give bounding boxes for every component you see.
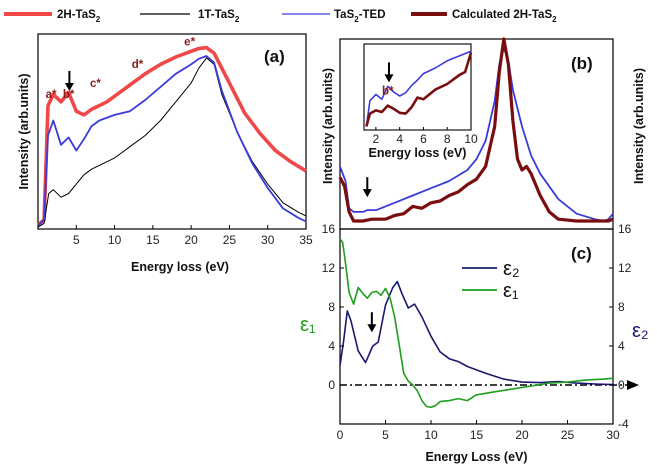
legend-label-calc-2h-tas2: Calculated 2H-TaS <box>452 9 552 21</box>
panel-b-inset-xtick-label-10: 10 <box>464 132 478 146</box>
svg-text:Calculated 2H-TaS2: Calculated 2H-TaS2 <box>452 9 557 24</box>
panel-a-xtick-label-5: 5 <box>73 233 80 247</box>
panel-c-xtick-label-5: 5 <box>382 428 389 442</box>
panel-a-xtick-label-25: 25 <box>223 233 237 247</box>
panel-c-xtick-label-10: 10 <box>424 428 438 442</box>
panel-c-legend-label-eps2: ε₂ <box>503 258 520 280</box>
panel-c-series-eps2 <box>339 280 614 386</box>
panel-c-ltick-label-12: 12 <box>322 261 336 275</box>
panel-a-annotation-b-star: b* <box>63 89 75 101</box>
panel-a-xtick-label-10: 10 <box>108 233 122 247</box>
legend-entry-tas2-ted: TaS2-TED <box>282 9 386 24</box>
panel-b-label: (b) <box>571 54 593 73</box>
panel-c-legend-label-eps1: ε₁ <box>503 280 519 302</box>
panel-b-inset-series-tas2-ted <box>365 50 472 127</box>
panel-c-rtick-label-8: 8 <box>618 300 625 314</box>
panel-c-label: (c) <box>571 244 592 263</box>
svg-text:TaS2-TED: TaS2-TED <box>334 9 386 24</box>
panel-a-annotation-c-star: c* <box>90 78 101 90</box>
panel-c-ltick-label-4: 4 <box>328 339 335 353</box>
legend-label-tas2-ted: TaS <box>334 9 355 21</box>
panel-b-inset-xtick-label-8: 8 <box>444 132 451 146</box>
legend-sub-tas2-ted: 2 <box>354 15 359 24</box>
panel-b-ylabel-left: Intensity (arb.units) <box>321 68 335 184</box>
panel-a-xtick-label-30: 30 <box>261 233 275 247</box>
panel-a-arrow-head <box>64 82 74 91</box>
panel-a-xlabel: Energy loss (eV) <box>131 260 229 274</box>
panel-b-inset-xtick-label-2: 2 <box>373 132 380 146</box>
panel-c-ylabel-left: ε₁ <box>300 314 316 336</box>
panel-a-annotation-a-star: a* <box>46 89 57 101</box>
panel-a-ylabel: Intensity (arb.units) <box>17 74 31 190</box>
panel-b-ylabel-right: Intensity (arb.units) <box>632 68 646 184</box>
panel-a-xtick-label-35: 35 <box>299 233 313 247</box>
panel-c-arrow-head <box>367 324 377 333</box>
panel-c-rtick-label--4: -4 <box>618 417 629 431</box>
legend: 2H-TaS2 1T-TaS2 TaS2-TED Calculated 2H-T… <box>4 9 557 24</box>
svg-text:1T-TaS2: 1T-TaS2 <box>198 9 240 24</box>
panel-c-xtick-label-15: 15 <box>470 428 484 442</box>
panel-b-inset-annotation-b-star: b* <box>382 85 394 97</box>
panel-c-rtick-label-0: 0 <box>618 378 625 392</box>
panel-c-ltick-label-16: 16 <box>322 222 336 236</box>
panel-c-xtick-label-0: 0 <box>337 428 344 442</box>
legend-label-1t-tas2: 1T-TaS <box>198 9 235 21</box>
panel-c: 0 5 10 15 20 25 30 0 4 8 12 16 -4 0 4 8 12 16 Energy Loss … <box>300 222 649 464</box>
legend-label-2h-tas2: 2H-TaS <box>57 9 96 21</box>
panel-a-annotation-e-star: e* <box>184 37 195 49</box>
panel-b-inset-xlabel: Energy loss (eV) <box>369 146 467 160</box>
legend-sub-calc-2h-tas2: 2 <box>552 15 557 24</box>
legend-label-after-tas2-ted: -TED <box>359 9 386 21</box>
panel-b-inset-xtick-label-4: 4 <box>396 132 403 146</box>
panel-a-frame <box>37 33 307 230</box>
panel-b: Intensity (arb.units) Intensity (arb.unit… <box>321 37 646 230</box>
legend-entry-1t-tas2: 1T-TaS2 <box>140 9 240 24</box>
panel-a-series-tas2-ted <box>37 55 307 226</box>
panel-a-annotation-d-star: d* <box>132 59 144 71</box>
legend-sub-2h-tas2: 2 <box>96 15 101 24</box>
panel-c-xlabel: Energy Loss (eV) <box>425 450 527 464</box>
panel-c-xtick-label-20: 20 <box>515 428 529 442</box>
panel-c-series-eps1 <box>339 238 614 409</box>
svg-text:2H-TaS2: 2H-TaS2 <box>57 9 101 24</box>
panel-b-arrow-head <box>362 189 372 198</box>
panel-a-xtick-label-20: 20 <box>184 233 198 247</box>
panel-a-label: (a) <box>264 47 285 66</box>
panel-c-rtick-label-12: 12 <box>618 261 632 275</box>
panel-b-inset-series-calculated-2h-tas2 <box>365 52 473 127</box>
panel-a-series-2h-tas2 <box>36 45 307 227</box>
panel-c-zero-arrowhead <box>627 380 639 390</box>
panel-a-xtick-label-15: 15 <box>146 233 160 247</box>
panel-c-rtick-label-4: 4 <box>618 339 625 353</box>
panel-b-inset-arrow-head <box>384 74 394 83</box>
panel-b-inset-xtick-label-6: 6 <box>420 132 427 146</box>
panel-b-series-tas2-ted <box>339 47 614 222</box>
legend-sub-1t-tas2: 2 <box>235 15 240 24</box>
panel-c-ltick-label-0: 0 <box>328 378 335 392</box>
panel-c-xtick-label-30: 30 <box>606 428 620 442</box>
legend-entry-2h-tas2: 2H-TaS2 <box>4 9 101 24</box>
legend-entry-calc-2h-tas2: Calculated 2H-TaS2 <box>411 9 557 24</box>
panel-c-ltick-label-8: 8 <box>328 300 335 314</box>
panel-b-series-calculated-2h-tas2 <box>338 37 614 223</box>
panel-a: 5 10 15 20 25 30 35 Energy loss (eV) Intensity (… <box>17 33 313 274</box>
panel-c-ylabel-right: ε₂ <box>632 320 649 342</box>
panel-c-rtick-label-16: 16 <box>618 222 632 236</box>
panel-c-xtick-label-25: 25 <box>561 428 575 442</box>
